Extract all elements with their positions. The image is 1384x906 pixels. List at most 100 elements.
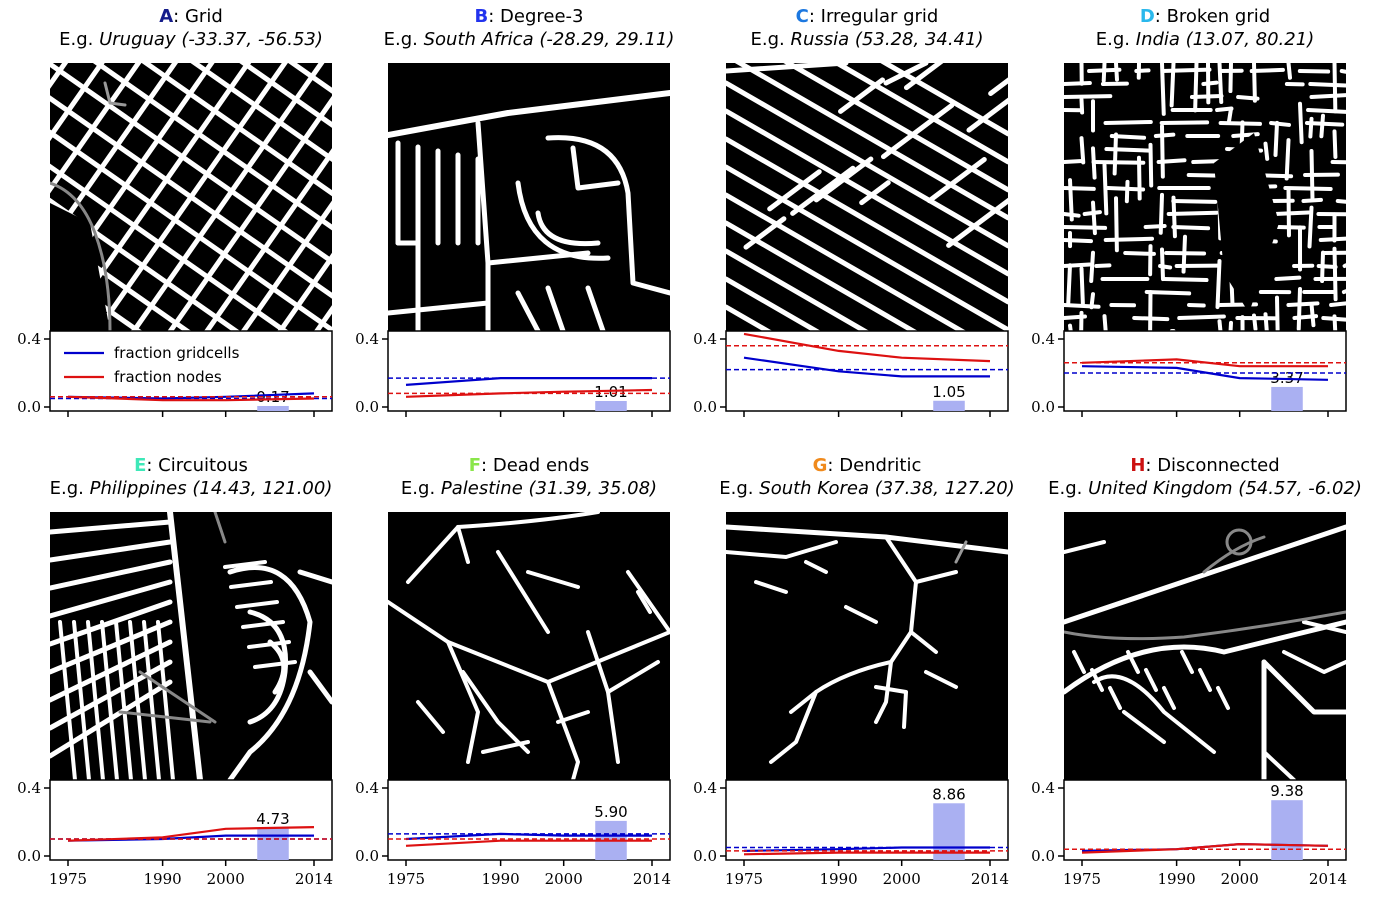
chart-frame xyxy=(387,330,671,412)
road xyxy=(50,599,173,647)
road xyxy=(1153,132,1176,138)
road xyxy=(1301,197,1323,203)
y-tick-label: 0.4 xyxy=(1031,330,1055,348)
road xyxy=(50,181,112,331)
bar xyxy=(595,400,627,411)
legend-label: fraction nodes xyxy=(114,368,222,386)
road xyxy=(1160,63,1166,116)
road xyxy=(1284,138,1291,181)
road-map xyxy=(1064,512,1346,780)
x-tick-label: 2014 xyxy=(295,870,333,888)
road xyxy=(50,231,192,331)
road xyxy=(726,540,838,559)
panel-title: D: Broken grid xyxy=(1140,6,1270,27)
map-background xyxy=(388,512,670,780)
road xyxy=(903,63,944,91)
road xyxy=(50,197,241,331)
panel-colon: : xyxy=(827,455,839,476)
bar-label: 5.90 xyxy=(594,803,627,821)
road xyxy=(545,285,566,331)
road xyxy=(1202,535,1266,574)
panel-subtitle: E.g. Palestine (31.39, 35.08) xyxy=(401,478,657,499)
road xyxy=(1332,63,1338,114)
road xyxy=(790,165,856,216)
map-roads xyxy=(726,524,1008,764)
road xyxy=(253,660,297,669)
road xyxy=(726,276,822,331)
y-tick-label: 0.4 xyxy=(1031,779,1055,797)
road xyxy=(1089,292,1095,310)
road xyxy=(1104,147,1152,153)
road xyxy=(50,619,173,675)
panel-colon: : xyxy=(488,6,500,27)
y-tick-label: 0.4 xyxy=(693,330,717,348)
road xyxy=(118,710,212,724)
road xyxy=(1066,263,1072,307)
road xyxy=(1079,266,1085,306)
road xyxy=(1302,620,1346,634)
road xyxy=(1169,63,1176,108)
road xyxy=(128,620,147,780)
road xyxy=(227,565,313,780)
road xyxy=(606,690,620,764)
road xyxy=(239,63,332,128)
road xyxy=(1181,234,1187,274)
panel-subtitle: E.g. South Africa (-28.29, 29.11) xyxy=(384,29,675,50)
road xyxy=(229,580,273,589)
panel-letter: H xyxy=(1130,455,1145,476)
example-location: United Kingdom (54.57, -6.02) xyxy=(1088,478,1362,499)
road xyxy=(1158,192,1164,235)
road xyxy=(726,136,1008,305)
road xyxy=(1263,312,1269,331)
road xyxy=(1171,195,1177,239)
road xyxy=(1159,120,1210,125)
road xyxy=(1274,275,1302,281)
series-line-nodes xyxy=(67,395,315,402)
road xyxy=(880,102,955,160)
road xyxy=(1068,323,1073,331)
road xyxy=(1306,108,1346,114)
bar xyxy=(1271,800,1303,860)
panel-name: Broken grid xyxy=(1167,6,1271,27)
map-roads xyxy=(50,63,332,331)
panel-subtitle: E.g. South Korea (37.38, 127.20) xyxy=(719,478,1014,499)
road xyxy=(570,145,621,191)
road xyxy=(456,512,600,529)
road xyxy=(388,600,670,684)
series-line-gridcells xyxy=(743,356,990,378)
panel-subtitle: E.g. Philippines (14.43, 121.00) xyxy=(50,478,333,499)
y-tick-label: 0.0 xyxy=(693,398,717,416)
map-roads xyxy=(50,512,332,780)
map-roads xyxy=(388,512,670,780)
road xyxy=(844,605,878,624)
road xyxy=(103,81,127,107)
x-tick-label: 2000 xyxy=(1221,870,1259,888)
road xyxy=(50,63,332,265)
map-roads xyxy=(388,90,670,331)
x-tick-label: 2000 xyxy=(545,870,583,888)
panel-title: F: Dead ends xyxy=(469,455,590,476)
road xyxy=(50,539,173,563)
road xyxy=(743,216,787,250)
road xyxy=(1273,120,1279,158)
road xyxy=(1249,67,1285,73)
road xyxy=(1269,121,1292,127)
road xyxy=(388,90,670,138)
road xyxy=(1160,124,1165,179)
bar xyxy=(257,405,289,411)
road xyxy=(909,630,938,654)
road xyxy=(72,620,91,780)
road xyxy=(1101,63,1107,83)
road xyxy=(1171,199,1218,204)
y-tick-label: 0.0 xyxy=(1031,398,1055,416)
road-map xyxy=(50,512,332,780)
road xyxy=(1187,303,1206,308)
road xyxy=(754,580,788,594)
road xyxy=(813,156,874,203)
y-tick-label: 0.0 xyxy=(17,398,41,416)
road xyxy=(1144,290,1192,296)
road xyxy=(1079,97,1085,115)
road xyxy=(1217,319,1223,331)
